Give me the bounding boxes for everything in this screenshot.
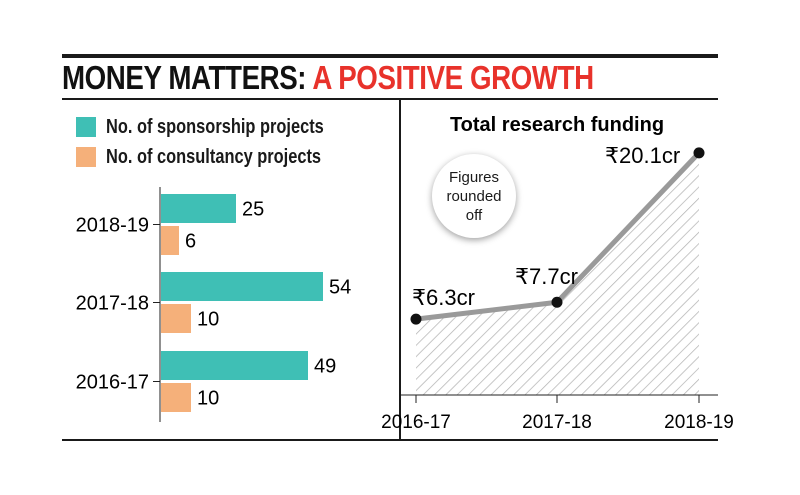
category-label: 2017-18 — [76, 293, 149, 315]
top-rule — [62, 54, 718, 58]
sponsorship-bar — [161, 194, 236, 223]
rounding-note-badge: Figures rounded off — [432, 154, 516, 238]
consultancy-value-label: 10 — [197, 309, 219, 331]
legend-swatch-consultancy — [76, 147, 96, 167]
funding-value-label: ₹20.1cr — [605, 143, 680, 168]
funding-point — [551, 296, 563, 308]
consultancy-value-label: 10 — [197, 388, 219, 410]
consultancy-bar — [161, 383, 191, 412]
sponsorship-value-label: 54 — [329, 277, 351, 299]
area-chart: Total research funding ₹6.3cr 2016-17 ₹7.7c… — [381, 114, 734, 433]
bar-chart: 2018-19 25 6 2017-18 54 10 2016-17 49 10 — [76, 187, 351, 422]
funding-value-label: ₹6.3cr — [412, 285, 475, 310]
category-label: 2018-19 — [76, 215, 149, 237]
funding-area — [416, 152, 699, 395]
headline-part-1: MONEY MATTERS: — [62, 59, 307, 96]
headline: MONEY MATTERS: A POSITIVE GROWTH — [62, 59, 594, 97]
consultancy-bar — [161, 226, 179, 255]
bottom-rule — [62, 439, 718, 441]
category-label: 2016-17 — [76, 372, 149, 394]
funding-x-tick-label: 2016-17 — [381, 412, 451, 433]
funding-x-tick-label: 2017-18 — [522, 412, 592, 433]
consultancy-value-label: 6 — [185, 231, 196, 253]
headline-part-2: A POSITIVE GROWTH — [312, 59, 594, 96]
funding-point — [693, 147, 705, 159]
funding-x-tick-label: 2018-19 — [664, 412, 734, 433]
funding-value-label: ₹7.7cr — [515, 264, 578, 289]
sponsorship-value-label: 49 — [314, 356, 336, 378]
funding-chart-title: Total research funding — [450, 114, 664, 136]
consultancy-bar — [161, 304, 191, 333]
infographic: MONEY MATTERS: A POSITIVE GROWTH No. of … — [62, 54, 734, 442]
legend-label-consultancy: No. of consultancy projects — [106, 146, 322, 168]
sponsorship-value-label: 25 — [242, 199, 264, 221]
legend-swatch-sponsorship — [76, 117, 96, 137]
rounding-note-text: Figures rounded off — [446, 168, 502, 224]
funding-point — [410, 313, 422, 325]
sponsorship-bar — [161, 272, 323, 301]
panel-divider — [399, 100, 401, 439]
legend-label-sponsorship: No. of sponsorship projects — [106, 116, 324, 138]
headline-rule — [62, 98, 718, 100]
sponsorship-bar — [161, 351, 308, 380]
